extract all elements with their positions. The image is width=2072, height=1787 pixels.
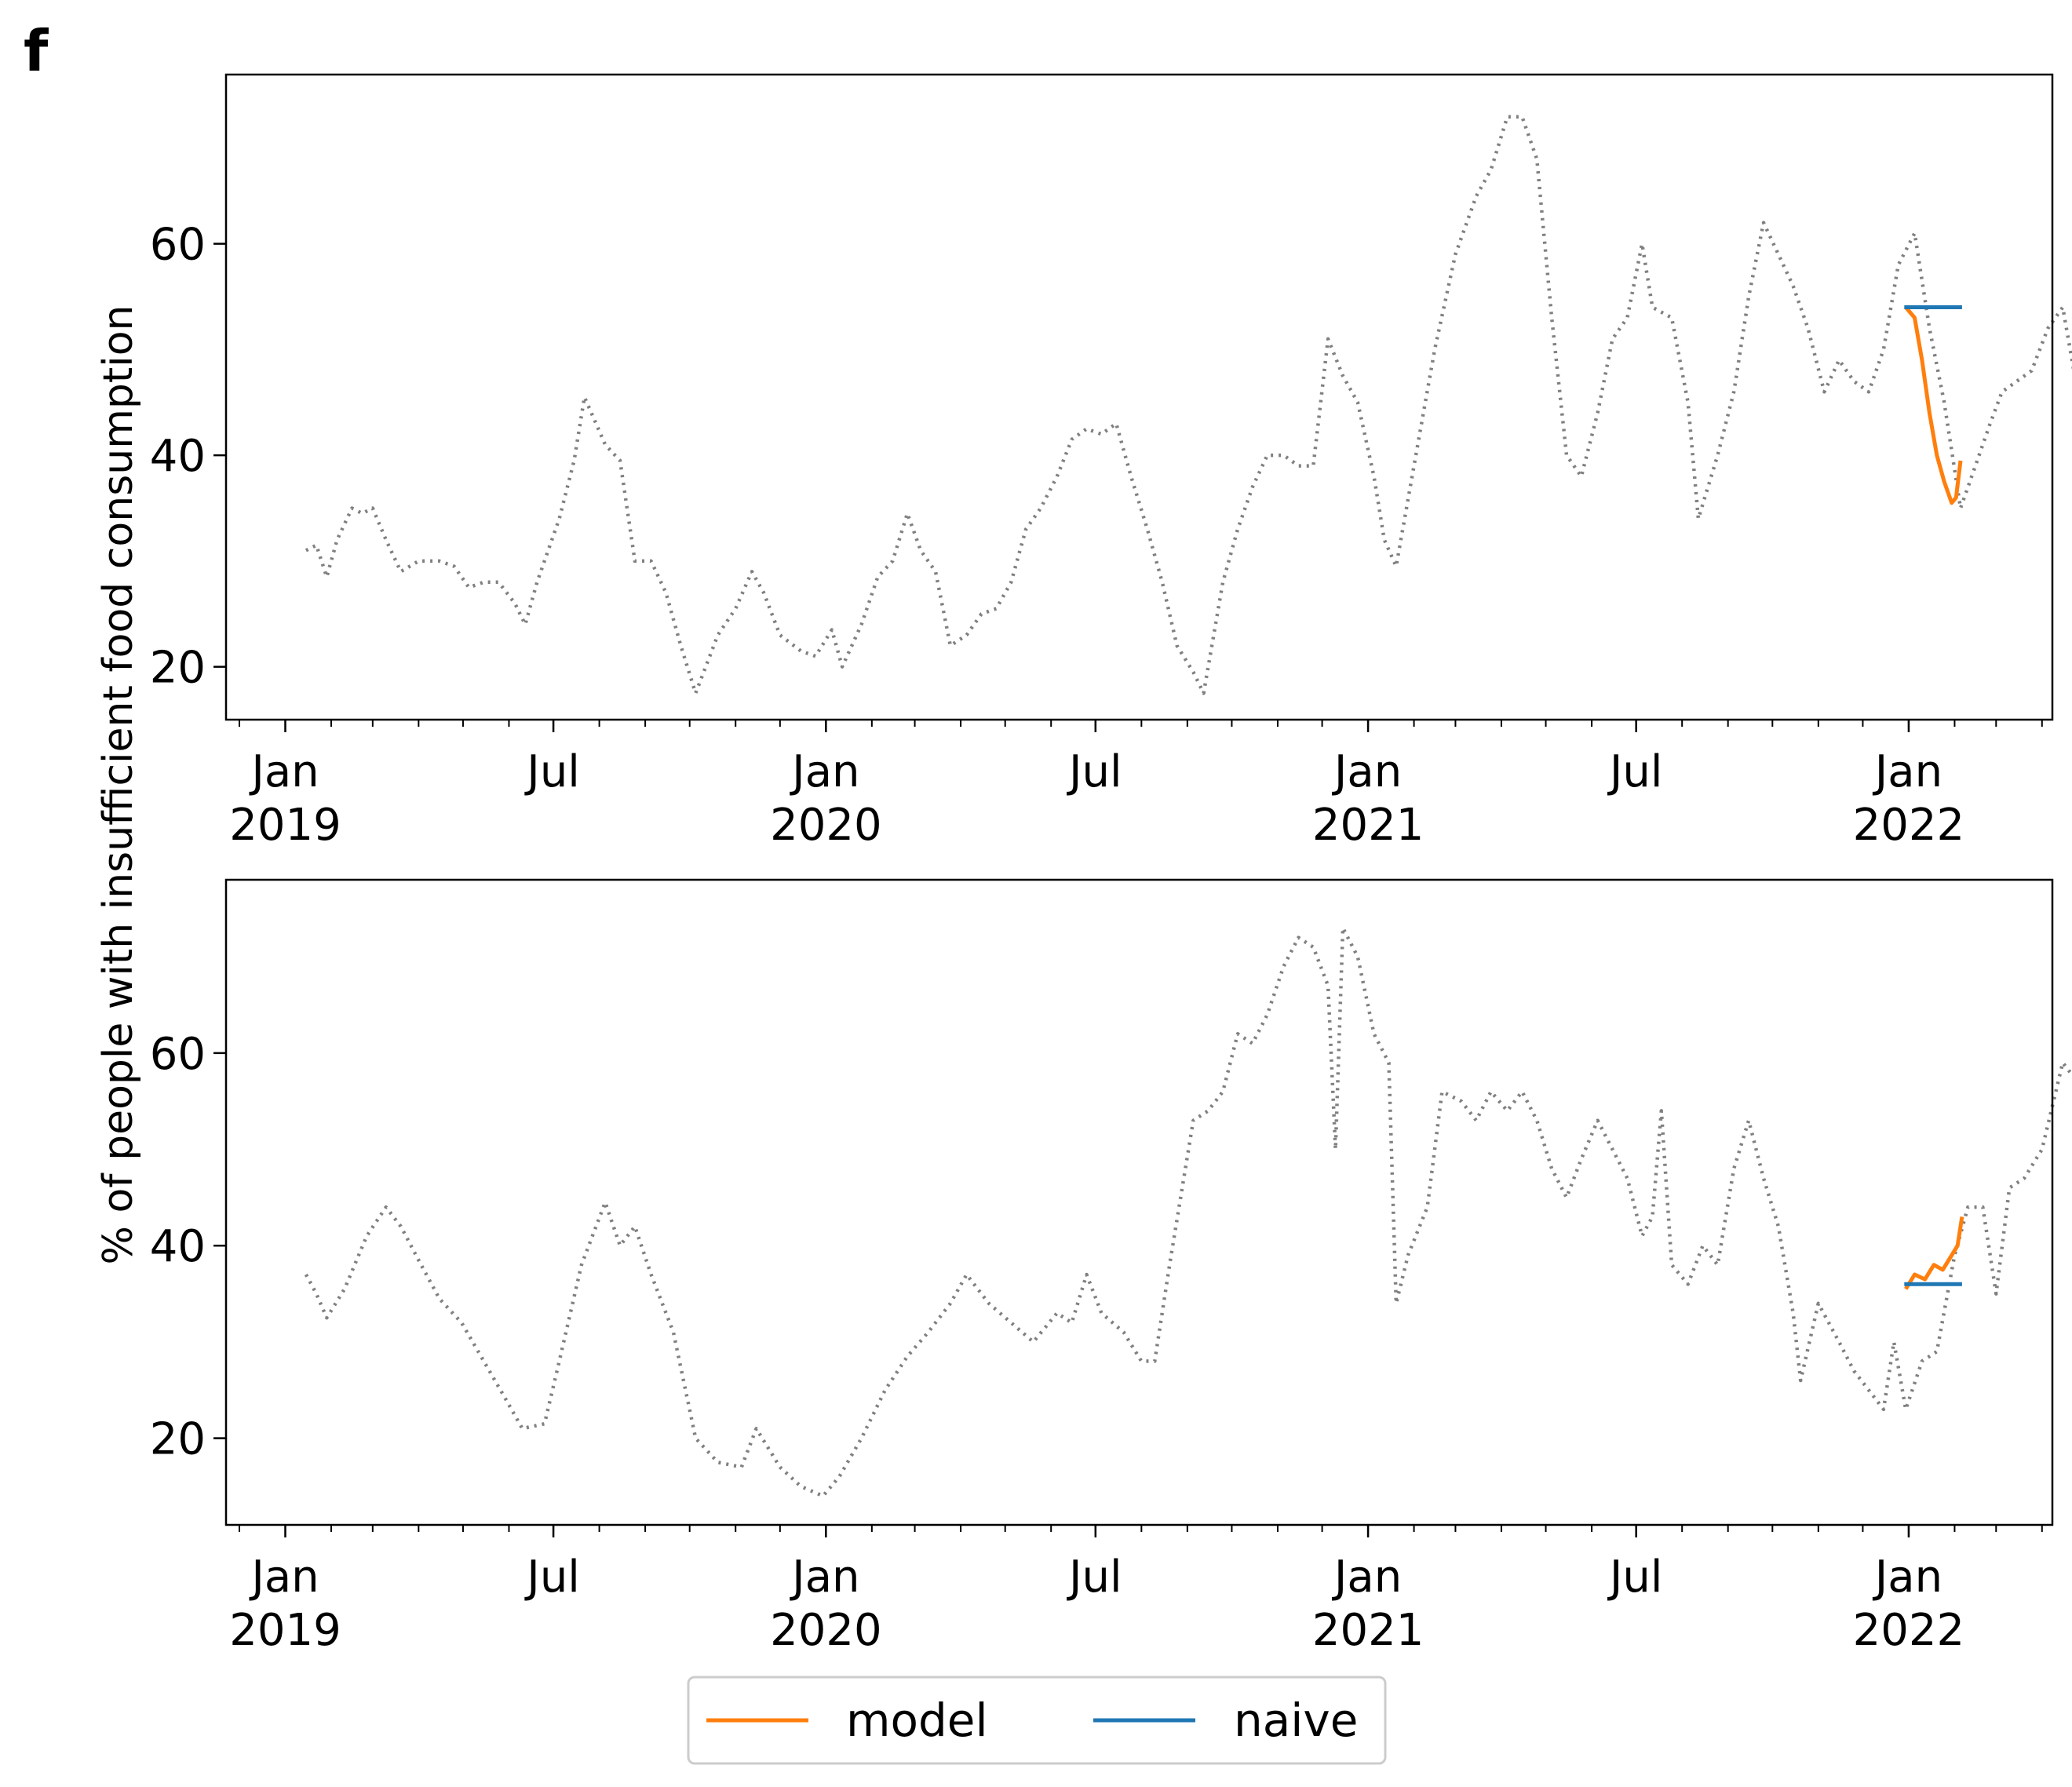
x-tick-label: 2021 bbox=[1312, 1605, 1424, 1656]
x-tick-label: Jan bbox=[249, 746, 319, 797]
x-tick-label: Jul bbox=[1067, 1552, 1122, 1603]
plot-frame bbox=[224, 878, 2054, 1526]
x-tick-label: Jan bbox=[249, 1552, 319, 1603]
panel-label: f bbox=[24, 18, 49, 84]
x-tick-label: Jul bbox=[524, 1552, 580, 1603]
x-tick-label: Jan bbox=[1873, 1552, 1942, 1603]
y-tick-label: 60 bbox=[150, 1029, 206, 1080]
x-tick-label: Jul bbox=[1607, 746, 1663, 797]
x-tick-label: 2019 bbox=[229, 1605, 341, 1656]
x-tick-label: 2020 bbox=[770, 800, 882, 851]
observed-series-line bbox=[304, 926, 2072, 1498]
x-tick-label: 2021 bbox=[1312, 800, 1424, 851]
y-axis-label: % of people with insufficient food consu… bbox=[95, 305, 142, 1264]
y-tick-label: 40 bbox=[150, 431, 206, 482]
legend-frame bbox=[687, 1676, 1387, 1765]
model-series-line bbox=[1904, 1216, 1964, 1290]
y-tick-label: 20 bbox=[150, 1414, 206, 1465]
y-tick-label: 20 bbox=[150, 643, 206, 694]
legend: model naive bbox=[687, 1676, 1387, 1765]
model-series-line bbox=[1904, 305, 1963, 505]
x-tick-label: Jan bbox=[1873, 746, 1942, 797]
x-tick-label: Jul bbox=[1607, 1552, 1663, 1603]
y-tick-label: 40 bbox=[150, 1221, 206, 1272]
legend-model-label: model bbox=[846, 1694, 988, 1747]
x-tick-label: Jan bbox=[790, 1552, 859, 1603]
x-tick-label: Jul bbox=[524, 746, 580, 797]
x-tick-label: Jul bbox=[1067, 746, 1122, 797]
observed-series-line bbox=[305, 115, 2072, 695]
x-tick-label: 2022 bbox=[1853, 1605, 1965, 1656]
y-tick-label: 60 bbox=[150, 220, 206, 271]
x-tick-label: Jan bbox=[1332, 746, 1402, 797]
x-tick-label: 2022 bbox=[1853, 800, 1965, 851]
x-tick-label: Jan bbox=[1332, 1552, 1402, 1603]
legend-naive-label: naive bbox=[1234, 1694, 1358, 1747]
x-tick-label: 2019 bbox=[229, 800, 341, 851]
plot-frame bbox=[224, 73, 2054, 721]
x-tick-label: 2020 bbox=[770, 1605, 882, 1656]
x-tick-label: Jan bbox=[790, 746, 859, 797]
